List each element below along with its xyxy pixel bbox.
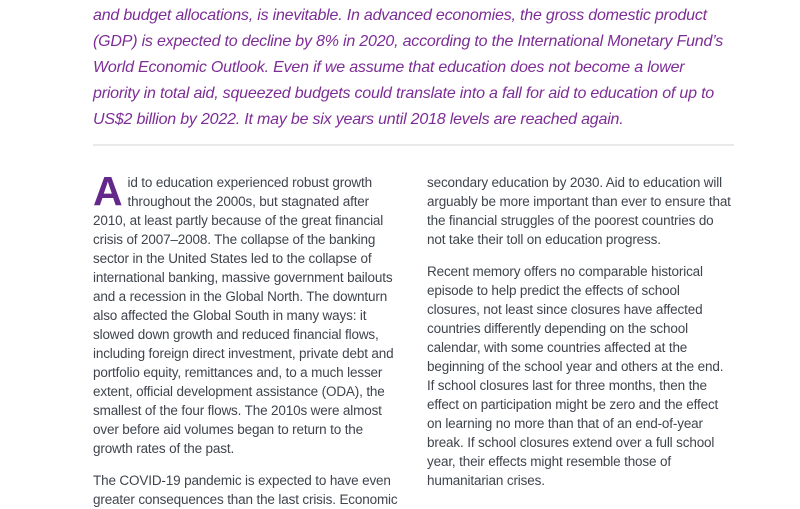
drop-cap: A	[93, 168, 123, 214]
document-page: and budget allocations, is inevitable. I…	[93, 0, 734, 509]
paragraph: The COVID-19 pandemic is expected to hav…	[93, 473, 398, 507]
right-column: secondary education by 2030. Aid to educ…	[427, 173, 733, 509]
section-divider	[93, 144, 734, 146]
paragraph: Recent memory offers no comparable histo…	[427, 264, 724, 488]
paragraph: secondary education by 2030. Aid to educ…	[427, 175, 731, 247]
paragraph-text: id to education experienced robust growt…	[93, 175, 394, 456]
intro-quote-text: and budget allocations, is inevitable. I…	[93, 7, 724, 128]
